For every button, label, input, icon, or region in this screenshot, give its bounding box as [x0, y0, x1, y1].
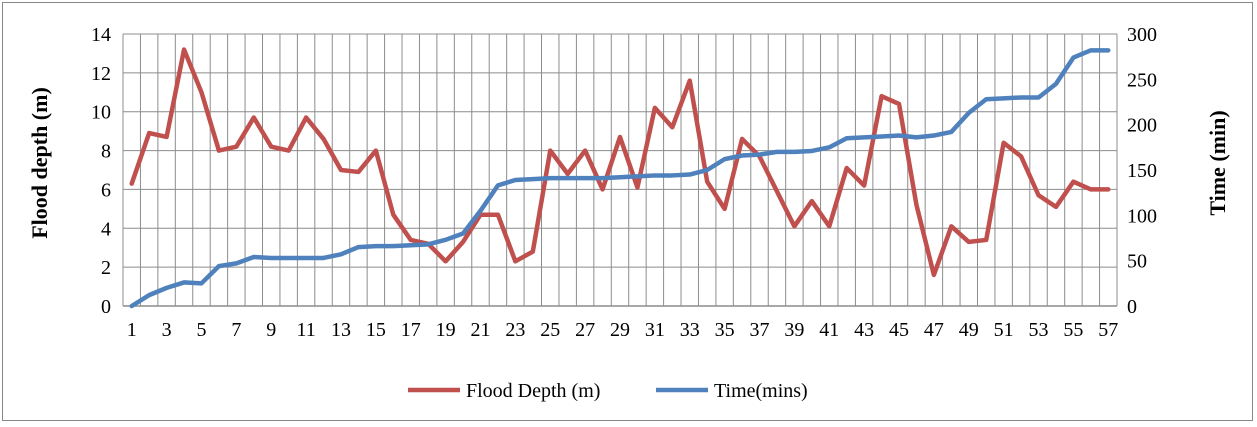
y-tick-label: 4 — [101, 218, 111, 240]
x-tick-label: 23 — [505, 319, 525, 341]
x-tick-label: 33 — [680, 319, 700, 341]
y2-tick-label: 250 — [1127, 69, 1157, 91]
series-lines — [129, 47, 1111, 309]
legend-time-label: Time(mins) — [714, 380, 808, 402]
x-tick-label: 39 — [784, 319, 804, 341]
x-tick-label: 49 — [959, 319, 979, 341]
x-tick-label: 17 — [401, 319, 421, 341]
x-tick-label: 41 — [819, 319, 839, 341]
y2-tick-label: 150 — [1127, 160, 1157, 182]
left-axis-ticks: 0 2 4 6 8 10 12 14 — [91, 24, 111, 318]
x-tick-label: 1 — [127, 319, 137, 341]
chart-frame: 0 2 4 6 8 10 12 14 0 50 100 150 200 250 300 1 3 5 7 9 11 13… — [2, 2, 1253, 421]
x-tick-label: 13 — [331, 319, 351, 341]
x-tick-label: 47 — [924, 319, 944, 341]
x-tick-label: 7 — [231, 319, 241, 341]
legend-flood-depth-label: Flood Depth (m) — [466, 380, 600, 402]
x-tick-label: 5 — [196, 319, 206, 341]
x-tick-label: 21 — [470, 319, 490, 341]
x-tick-label: 11 — [296, 319, 315, 341]
y2-tick-label: 300 — [1127, 24, 1157, 46]
y-tick-label: 0 — [101, 296, 111, 318]
x-tick-label: 31 — [645, 319, 665, 341]
x-tick-label: 55 — [1063, 319, 1083, 341]
y-tick-label: 2 — [101, 257, 111, 279]
right-axis-title: Time (min) — [1205, 110, 1230, 215]
x-tick-label: 57 — [1098, 319, 1118, 341]
left-axis-title: Flood depth (m) — [27, 87, 52, 239]
y-tick-label: 8 — [101, 141, 111, 163]
x-tick-label: 15 — [366, 319, 386, 341]
y-tick-label: 10 — [91, 102, 111, 124]
y2-tick-label: 0 — [1127, 296, 1137, 318]
gridlines — [122, 33, 1118, 307]
legend: Flood Depth (m) Time(mins) — [408, 380, 808, 402]
right-axis-ticks: 0 50 100 150 200 250 300 — [1127, 24, 1157, 318]
x-tick-label: 45 — [889, 319, 909, 341]
x-tick-label: 9 — [266, 319, 276, 341]
time-line — [129, 48, 1111, 309]
y-tick-label: 6 — [101, 179, 111, 201]
y2-tick-label: 50 — [1127, 251, 1147, 273]
x-tick-label: 35 — [715, 319, 735, 341]
x-tick-label: 3 — [162, 319, 172, 341]
x-tick-label: 43 — [854, 319, 874, 341]
flood-depth-line — [129, 47, 1111, 278]
x-tick-label: 53 — [1029, 319, 1049, 341]
y-tick-label: 12 — [91, 63, 111, 85]
y2-tick-label: 100 — [1127, 205, 1157, 227]
x-tick-label: 29 — [610, 319, 630, 341]
y2-tick-label: 200 — [1127, 115, 1157, 137]
x-tick-label: 27 — [575, 319, 595, 341]
x-axis-ticks: 1 3 5 7 9 11 13 15 17 19 21 23 25 27 29 31 33 35 37 39 41 43 4… — [127, 319, 1119, 341]
x-tick-label: 25 — [540, 319, 560, 341]
y-tick-label: 14 — [91, 24, 111, 46]
x-tick-label: 19 — [436, 319, 456, 341]
x-tick-label: 51 — [994, 319, 1014, 341]
x-tick-label: 37 — [750, 319, 770, 341]
